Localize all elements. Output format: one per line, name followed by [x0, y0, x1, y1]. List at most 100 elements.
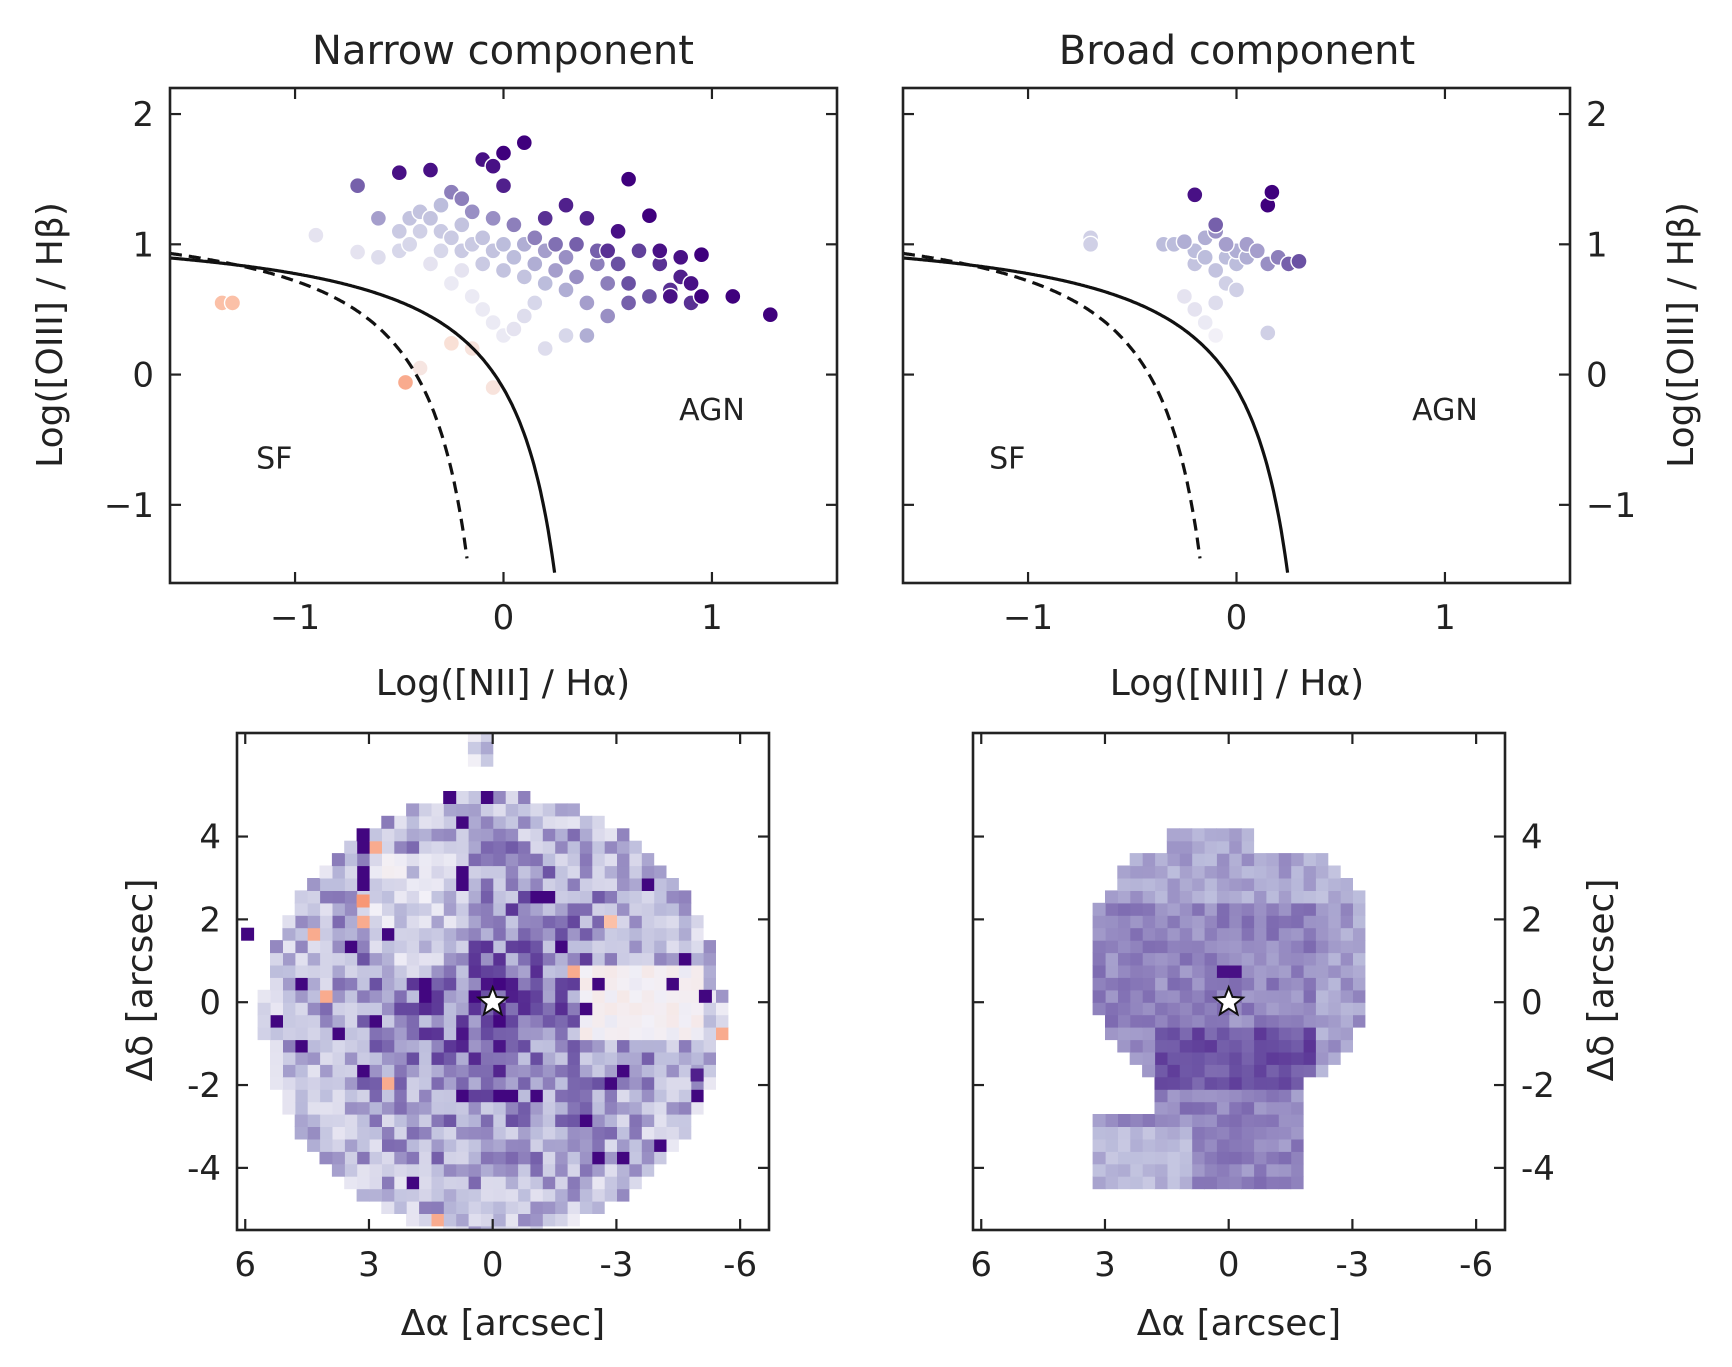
map-pixel	[1192, 1089, 1205, 1102]
map-pixel	[1278, 940, 1291, 953]
map-pixel	[641, 1127, 654, 1140]
map-pixel	[654, 890, 667, 903]
map-pixel	[1315, 953, 1328, 966]
map-pixel	[1315, 965, 1328, 978]
map-pixel	[419, 1064, 432, 1077]
map-pixel	[1142, 990, 1155, 1003]
map-pixel	[517, 990, 530, 1003]
map-pixel	[456, 940, 469, 953]
map-pixel	[567, 1189, 580, 1202]
x-tick-label: -6	[1459, 1245, 1493, 1285]
scatter-point	[350, 178, 366, 194]
scatter-point	[1083, 236, 1099, 252]
map-pixel	[357, 915, 370, 928]
map-pixel	[1142, 890, 1155, 903]
map-pixel	[666, 965, 679, 978]
map-pixel	[369, 1002, 382, 1015]
map-pixel	[406, 866, 419, 879]
map-pixel	[357, 1102, 370, 1115]
map-pixel	[678, 1002, 691, 1015]
map-pixel	[641, 1015, 654, 1028]
map-pixel	[1130, 1127, 1143, 1140]
map-pixel	[419, 1002, 432, 1015]
map-pixel	[381, 915, 394, 928]
scatter-point	[485, 315, 501, 331]
map-pixel	[320, 1064, 333, 1077]
scatter-point	[600, 308, 616, 324]
map-pixel	[505, 953, 518, 966]
map-pixel	[654, 1077, 667, 1090]
map-pixel	[604, 953, 617, 966]
map-pixel	[307, 977, 320, 990]
map-pixel	[406, 1114, 419, 1127]
map-pixel	[555, 1027, 568, 1040]
map-pixel	[270, 990, 283, 1003]
map-pixel	[1266, 1040, 1279, 1053]
map-pixel	[629, 928, 642, 941]
map-pixel	[1352, 990, 1365, 1003]
map-pixel	[579, 878, 592, 891]
map-pixel	[1291, 915, 1304, 928]
map-pixel	[505, 1176, 518, 1189]
map-pixel	[1241, 828, 1254, 841]
map-pixel	[1142, 1139, 1155, 1152]
map-pixel	[1130, 1015, 1143, 1028]
map-pixel	[369, 853, 382, 866]
map-pixel	[641, 1002, 654, 1015]
map-pixel	[1179, 928, 1192, 941]
map-pixel	[480, 940, 493, 953]
map-pixel	[468, 1027, 481, 1040]
scatter-point	[1176, 288, 1192, 304]
map-pixel	[604, 903, 617, 916]
map-pixel	[604, 940, 617, 953]
map-pixel	[579, 1164, 592, 1177]
map-pixel	[1340, 890, 1353, 903]
map-pixel	[592, 1151, 605, 1164]
map-pixel	[480, 828, 493, 841]
y-tick-label: 0	[1586, 356, 1608, 396]
map-pixel	[394, 828, 407, 841]
map-pixel	[307, 1027, 320, 1040]
map-pixel	[1105, 990, 1118, 1003]
map-pixel	[530, 1213, 543, 1226]
map-pixel	[480, 1077, 493, 1090]
map-pixel	[1278, 890, 1291, 903]
map-pixel	[369, 965, 382, 978]
map-pixel	[1241, 853, 1254, 866]
map-pixel	[530, 1002, 543, 1015]
map-pixel	[1192, 977, 1205, 990]
x-tick-label: −1	[270, 598, 320, 638]
map-pixel	[517, 1176, 530, 1189]
map-pixel	[1105, 977, 1118, 990]
map-pixel	[1241, 1102, 1254, 1115]
map-pixel	[394, 866, 407, 879]
map-pixel	[641, 1077, 654, 1090]
map-pixel	[1229, 928, 1242, 941]
map-pixel	[1167, 965, 1180, 978]
scatter-point	[527, 295, 543, 311]
map-pixel	[480, 741, 493, 754]
map-pixel	[394, 890, 407, 903]
map-pixel	[1278, 953, 1291, 966]
map-pixel	[1266, 965, 1279, 978]
map-pixel	[456, 1102, 469, 1115]
map-pixel	[381, 1052, 394, 1065]
map-pixel	[542, 1040, 555, 1053]
map-pixel	[1155, 977, 1168, 990]
map-pixel	[505, 1102, 518, 1115]
map-pixel	[678, 1089, 691, 1102]
scatter-point	[762, 307, 778, 323]
map-pixel	[468, 1089, 481, 1102]
map-pixel	[616, 1027, 629, 1040]
map-pixel	[357, 1027, 370, 1040]
map-pixel	[542, 1164, 555, 1177]
map-pixel	[629, 1064, 642, 1077]
map-pixel	[1216, 965, 1229, 978]
map-pixel	[654, 1002, 667, 1015]
map-pixel	[456, 1077, 469, 1090]
map-pixel	[468, 853, 481, 866]
scatter-point	[485, 210, 501, 226]
map-pixel	[616, 1139, 629, 1152]
map-pixel	[419, 1040, 432, 1053]
map-pixel	[456, 890, 469, 903]
